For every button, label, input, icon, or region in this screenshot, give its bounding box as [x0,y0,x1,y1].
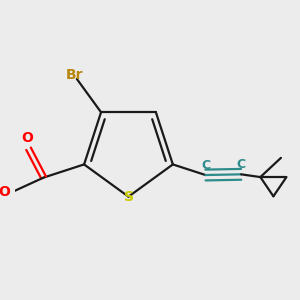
Text: O: O [0,185,10,199]
Text: O: O [21,131,33,145]
Text: S: S [124,190,134,204]
Text: C: C [201,159,210,172]
Text: C: C [237,158,246,171]
Text: Br: Br [65,68,83,82]
